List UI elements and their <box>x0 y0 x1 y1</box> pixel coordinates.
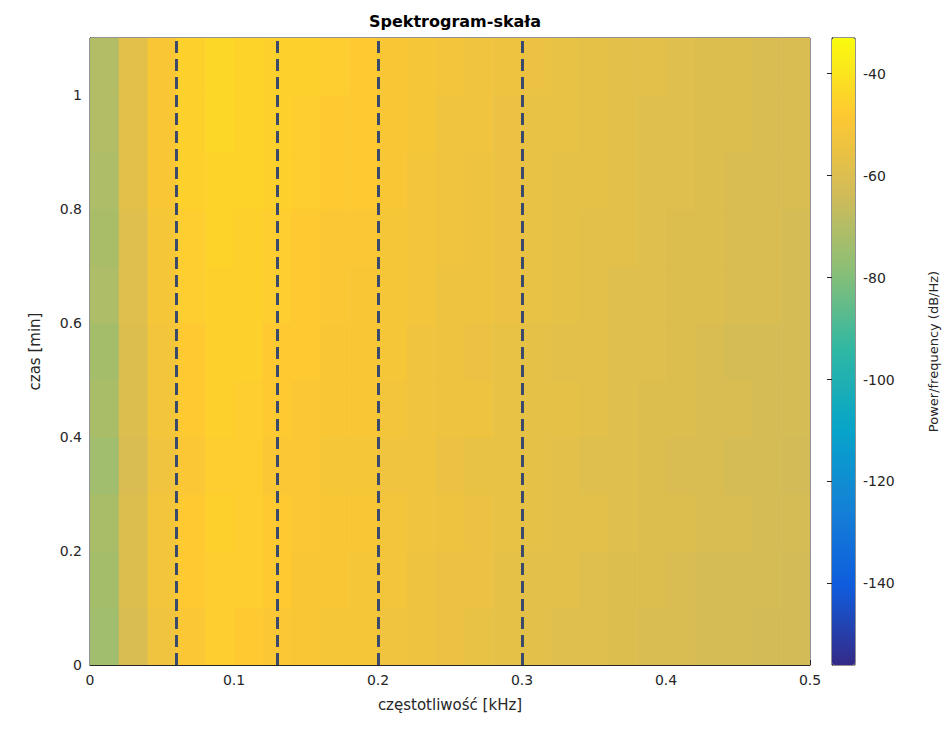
svg-text:0.2: 0.2 <box>367 672 389 688</box>
svg-text:0.4: 0.4 <box>60 429 82 445</box>
svg-text:1: 1 <box>73 87 82 103</box>
svg-text:-40: -40 <box>863 66 886 82</box>
svg-text:0.3: 0.3 <box>511 672 533 688</box>
svg-text:-80: -80 <box>863 270 886 286</box>
svg-text:czas [min]: czas [min] <box>26 313 44 391</box>
svg-text:-100: -100 <box>863 372 895 388</box>
svg-text:Power/frequency (dB/Hz): Power/frequency (dB/Hz) <box>926 271 941 432</box>
svg-text:0.2: 0.2 <box>60 543 82 559</box>
svg-text:0: 0 <box>86 672 95 688</box>
svg-text:0: 0 <box>73 657 82 673</box>
svg-text:Spektrogram-skała: Spektrogram-skała <box>369 12 541 31</box>
svg-text:-60: -60 <box>863 168 886 184</box>
svg-text:0.1: 0.1 <box>223 672 245 688</box>
svg-text:0.4: 0.4 <box>655 672 677 688</box>
svg-text:-120: -120 <box>863 473 895 489</box>
svg-text:0.8: 0.8 <box>60 201 82 217</box>
svg-text:0.6: 0.6 <box>60 315 82 331</box>
svg-text:częstotliwość [kHz]: częstotliwość [kHz] <box>378 696 522 714</box>
svg-text:0.5: 0.5 <box>799 672 821 688</box>
svg-text:-140: -140 <box>863 575 895 591</box>
